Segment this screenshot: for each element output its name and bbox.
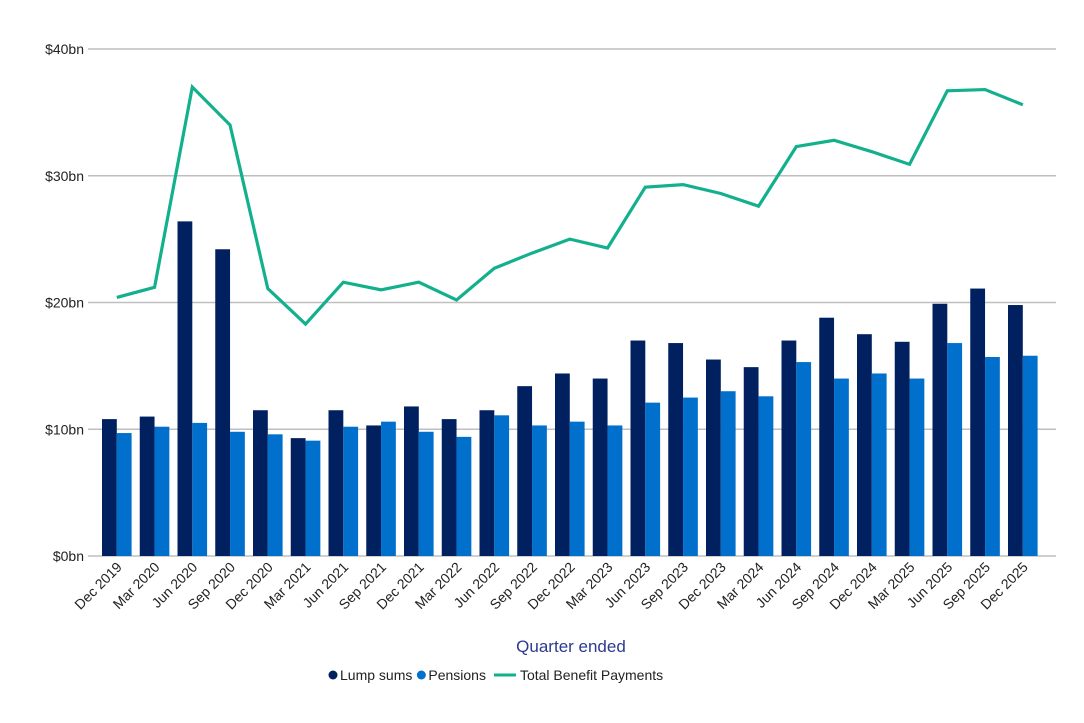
bar-pensions (834, 378, 849, 556)
legend-marker (328, 670, 338, 680)
bar-pensions (909, 378, 925, 556)
bar-lump-sums (328, 410, 344, 556)
y-tick-label: $30bn (45, 168, 84, 184)
y-tick-label: $10bn (45, 421, 84, 437)
bar-pensions (569, 421, 585, 556)
y-axis-ticks: $0bn $10bn $20bn $30bn $40bn (45, 41, 84, 564)
bar-pensions (494, 415, 510, 556)
line-total-benefit-payments (116, 83, 1024, 327)
bar-pensions (871, 373, 887, 556)
bar-lump-sums (177, 221, 193, 556)
bar-lump-sums (894, 341, 910, 556)
bar-pensions (192, 422, 208, 556)
bar-pensions (381, 421, 396, 556)
bar-lump-sums (441, 419, 457, 556)
bar-pensions (418, 431, 434, 556)
bar-lump-sums (404, 406, 419, 556)
bar-pensions (758, 396, 774, 556)
bar-pensions (116, 433, 132, 556)
legend-label: Pensions (428, 667, 486, 683)
bar-lump-sums (290, 438, 306, 556)
bar-pensions (532, 425, 547, 556)
bar-lump-sums (102, 419, 117, 556)
bar-lump-sums (630, 340, 646, 556)
bar-pensions (305, 440, 321, 556)
y-tick-label: $0bn (53, 548, 84, 564)
y-tick-label: $40bn (45, 41, 84, 57)
bar-pensions (154, 426, 170, 556)
bar-lump-sums (819, 317, 835, 556)
bar-lump-sums (366, 425, 382, 556)
bar-pensions (985, 357, 1000, 556)
bar-pensions (230, 431, 245, 556)
legend-marker (416, 670, 426, 680)
bar-lump-sums (139, 416, 155, 556)
bar-lump-sums (781, 340, 797, 556)
x-axis-label: Quarter ended (516, 637, 626, 656)
bar-lump-sums (743, 367, 759, 556)
bar-pensions (683, 397, 698, 556)
bar-lump-sums (479, 410, 495, 556)
bar-pensions (343, 426, 359, 556)
bar-pensions (607, 425, 623, 556)
legend-label: Total Benefit Payments (520, 667, 663, 683)
y-tick-label: $20bn (45, 295, 84, 311)
bar-pensions (947, 343, 963, 556)
bar-lump-sums (706, 359, 721, 556)
bar-pensions (720, 391, 736, 556)
legend: Lump sums Pensions Total Benefit Payments (328, 667, 663, 683)
bar-pensions (267, 434, 283, 556)
bar-lump-sums (215, 249, 231, 556)
bar-pensions (796, 362, 812, 556)
gridlines (88, 48, 1056, 557)
bar-lump-sums (555, 373, 570, 556)
bar-lump-sums (932, 303, 948, 556)
bar-pensions (1022, 355, 1038, 556)
bar-lump-sums (1008, 305, 1023, 556)
total-line (116, 83, 1024, 327)
bars (102, 221, 1038, 556)
bar-lump-sums (517, 386, 533, 556)
bar-lump-sums (668, 343, 684, 556)
bar-pensions (645, 402, 661, 556)
bar-lump-sums (592, 378, 608, 556)
bar-lump-sums (857, 334, 872, 556)
bar-pensions (456, 436, 472, 556)
legend-label: Lump sums (340, 667, 412, 683)
bar-lump-sums (253, 410, 268, 556)
bar-lump-sums (970, 288, 986, 556)
